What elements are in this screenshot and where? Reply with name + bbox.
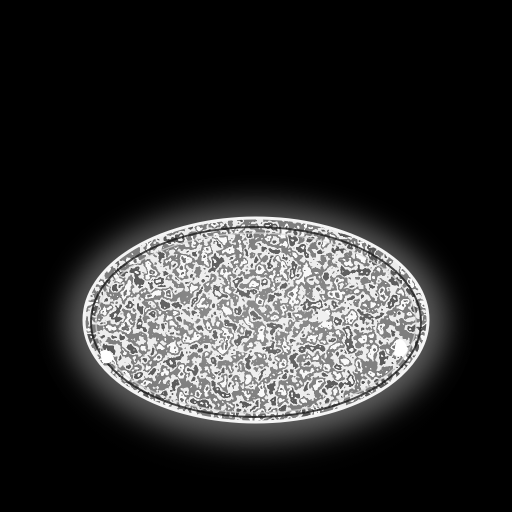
textured-oval	[84, 218, 428, 422]
bright-spot-right	[394, 339, 408, 357]
bright-spot-left	[100, 350, 114, 364]
bright-spot-center	[318, 310, 330, 322]
oval-rim-inner-light	[95, 232, 417, 414]
oval-sheen	[84, 218, 428, 422]
oval-rim-inner-dark	[90, 226, 422, 418]
oval-rim-outer	[82, 216, 430, 424]
